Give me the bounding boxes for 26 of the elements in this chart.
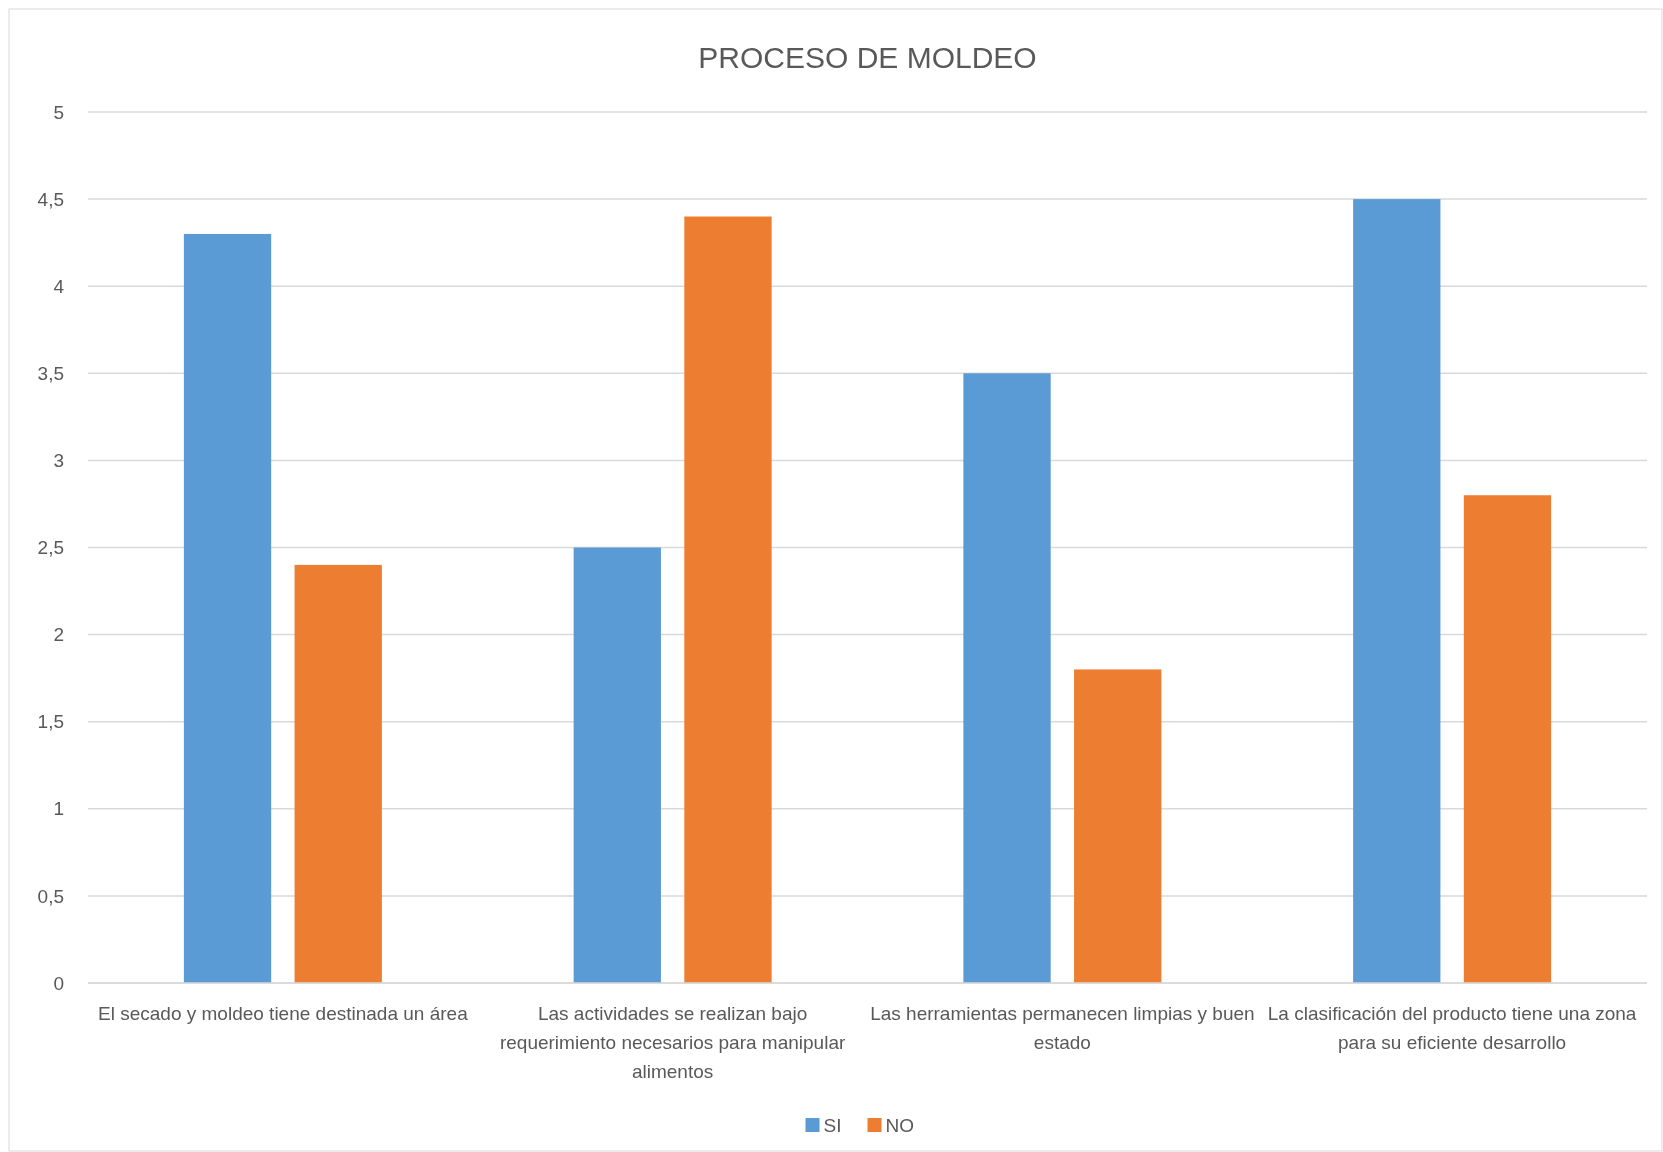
bar — [963, 373, 1051, 983]
chart-title: PROCESO DE MOLDEO — [698, 41, 1037, 74]
bar — [1463, 495, 1552, 983]
x-tick-label: Las herramientas permanecen limpias y buen estado — [870, 1003, 1255, 1053]
y-tick-label: 0 — [53, 972, 64, 994]
legend-label: NO — [885, 1114, 914, 1136]
y-tick-label: 2 — [53, 624, 64, 646]
y-tick-label: 3 — [53, 450, 64, 472]
bar — [1353, 199, 1441, 983]
x-tick-label: La clasificación del producto tiene una zona para su eficiente desarrollo — [1267, 1003, 1637, 1053]
y-tick-label: 1 — [53, 798, 64, 820]
x-tick-label: El secado y moldeo tiene destinada un área — [98, 1003, 469, 1024]
bar — [183, 233, 272, 983]
bar — [684, 216, 772, 983]
y-tick-label: 4 — [53, 275, 65, 297]
y-tick-label: 3,5 — [37, 362, 64, 384]
legend-label: SI — [823, 1114, 842, 1136]
y-tick-label: 4,5 — [37, 188, 64, 210]
x-tick-label: Las actividades se realizan bajo requerimiento necesarios para manipular alimentos — [499, 1003, 846, 1082]
y-tick-label: 1,5 — [37, 711, 64, 733]
bar — [294, 564, 382, 983]
y-tick-label: 2,5 — [37, 537, 64, 559]
y-tick-label: 5 — [53, 101, 64, 123]
y-tick-label: 0,5 — [37, 885, 64, 907]
bar — [1074, 669, 1162, 983]
bar — [573, 547, 661, 983]
